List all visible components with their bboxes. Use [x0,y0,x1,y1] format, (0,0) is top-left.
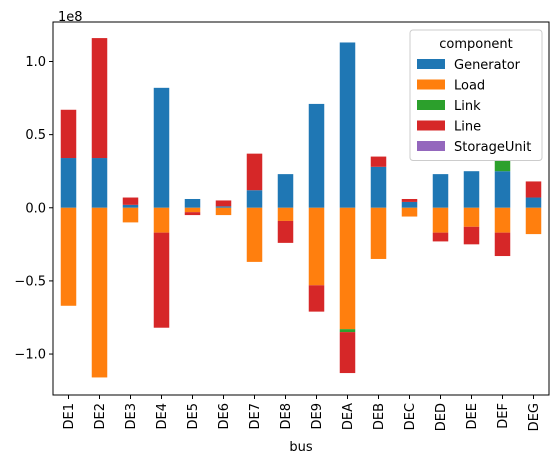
bar-deb-generator [370,166,387,208]
x-tick-label: DE6 [217,403,232,430]
bar-def-load [494,207,511,233]
y-tick-label: 0.5 [25,128,46,143]
bar-deb-load [370,207,387,259]
x-tick-label: DED [434,403,449,431]
x-tick-label: DEC [403,403,418,430]
x-tick-label: DE5 [186,403,201,430]
bar-ded-generator [432,174,449,208]
x-tick-label: DE8 [279,403,294,430]
bar-de2-line [91,38,108,159]
x-tick-label: DE4 [155,403,170,430]
bar-dec-generator [401,201,418,208]
x-tick-label: DEE [465,403,480,429]
y-axis: −1.0 −0.5 0.0 0.5 1.0 [14,55,53,363]
bar-de7-load [246,207,263,262]
bars-layer [60,38,542,378]
bar-de3-generator [122,204,139,208]
x-tick-label: DEG [527,403,542,431]
y-tick-label: −1.0 [14,348,46,363]
x-tick-label: DEB [372,403,387,430]
bar-ded-line [432,232,449,242]
x-tick-label: DE9 [310,403,325,430]
x-tick-label: DE7 [248,403,263,430]
bar-de7-line [246,153,263,191]
legend-title: component [439,37,513,52]
legend-label-load: Load [454,79,485,94]
y-offset-label: 1e8 [58,10,83,25]
y-tick-label: 1.0 [25,55,46,70]
bar-de3-line [122,197,139,205]
x-tick-label: DEA [341,403,356,430]
bar-dee-load [463,207,480,227]
bar-de1-load [60,207,77,306]
bar-de6-line [215,200,232,207]
legend-label-generator: Generator [454,58,521,73]
bar-de2-generator [91,158,108,208]
bar-de7-generator [246,190,263,208]
bar-de1-generator [60,158,77,208]
x-tick-label: DE3 [124,403,139,430]
bar-dea-link [339,329,356,333]
legend-label-link: Link [454,99,481,114]
bar-deg-line [525,181,542,198]
bar-dee-generator [463,171,480,208]
bar-de2-load [91,207,108,378]
legend: component Generator Load Link Line StorageUni… [409,29,543,161]
bar-de8-line [277,220,294,243]
bar-de4-line [153,232,170,328]
bar-def-link [494,160,511,172]
bar-def-line [494,232,511,257]
x-tick-label: DE1 [62,403,77,430]
bar-dea-generator [339,42,356,208]
bar-de1-line [60,109,77,159]
bar-de8-load [277,207,294,221]
plot-frame [52,21,550,396]
x-tick-label: DE2 [93,403,108,430]
bar-de3-load [122,207,139,223]
bar-de5-line [184,212,201,216]
bar-de5-generator [184,198,201,208]
legend-label-line: Line [454,120,481,135]
bar-de6-load [215,207,232,216]
bar-de9-load [308,207,325,286]
bar-de4-generator [153,87,170,208]
x-tick-label: DEF [496,403,511,429]
bar-def-generator [494,171,511,208]
y-tick-label: −0.5 [14,274,46,289]
legend-swatch-line [417,120,445,131]
bar-de8-generator [277,174,294,208]
legend-swatch-load [417,79,445,90]
bar-deb-line [370,156,387,167]
bar-de9-generator [308,103,325,208]
bar-de4-load [153,207,170,233]
bar-de6-generator [215,206,232,208]
bar-deg-generator [525,197,542,208]
bar-dec-line [401,198,418,202]
legend-swatch-generator [417,59,445,69]
x-axis: DE1 DE2 DE3 DE4 DE5 DE6 DE7 DE8 DE9 DEA DEB DEC DED D… [62,395,542,431]
y-tick-label: 0.0 [25,201,46,216]
bar-dec-load [401,207,418,217]
bar-deg-load [525,207,542,235]
bar-ded-load [432,207,449,233]
legend-label-storageunit: StorageUnit [454,140,531,155]
bar-dea-line [339,332,356,374]
x-axis-label: bus [289,440,312,455]
bar-dea-load [339,207,356,330]
bar-dee-line [463,226,480,245]
legend-swatch-storageunit [417,141,445,151]
legend-swatch-link [417,100,445,110]
bar-de5-load [184,207,201,213]
bar-de9-line [308,285,325,312]
